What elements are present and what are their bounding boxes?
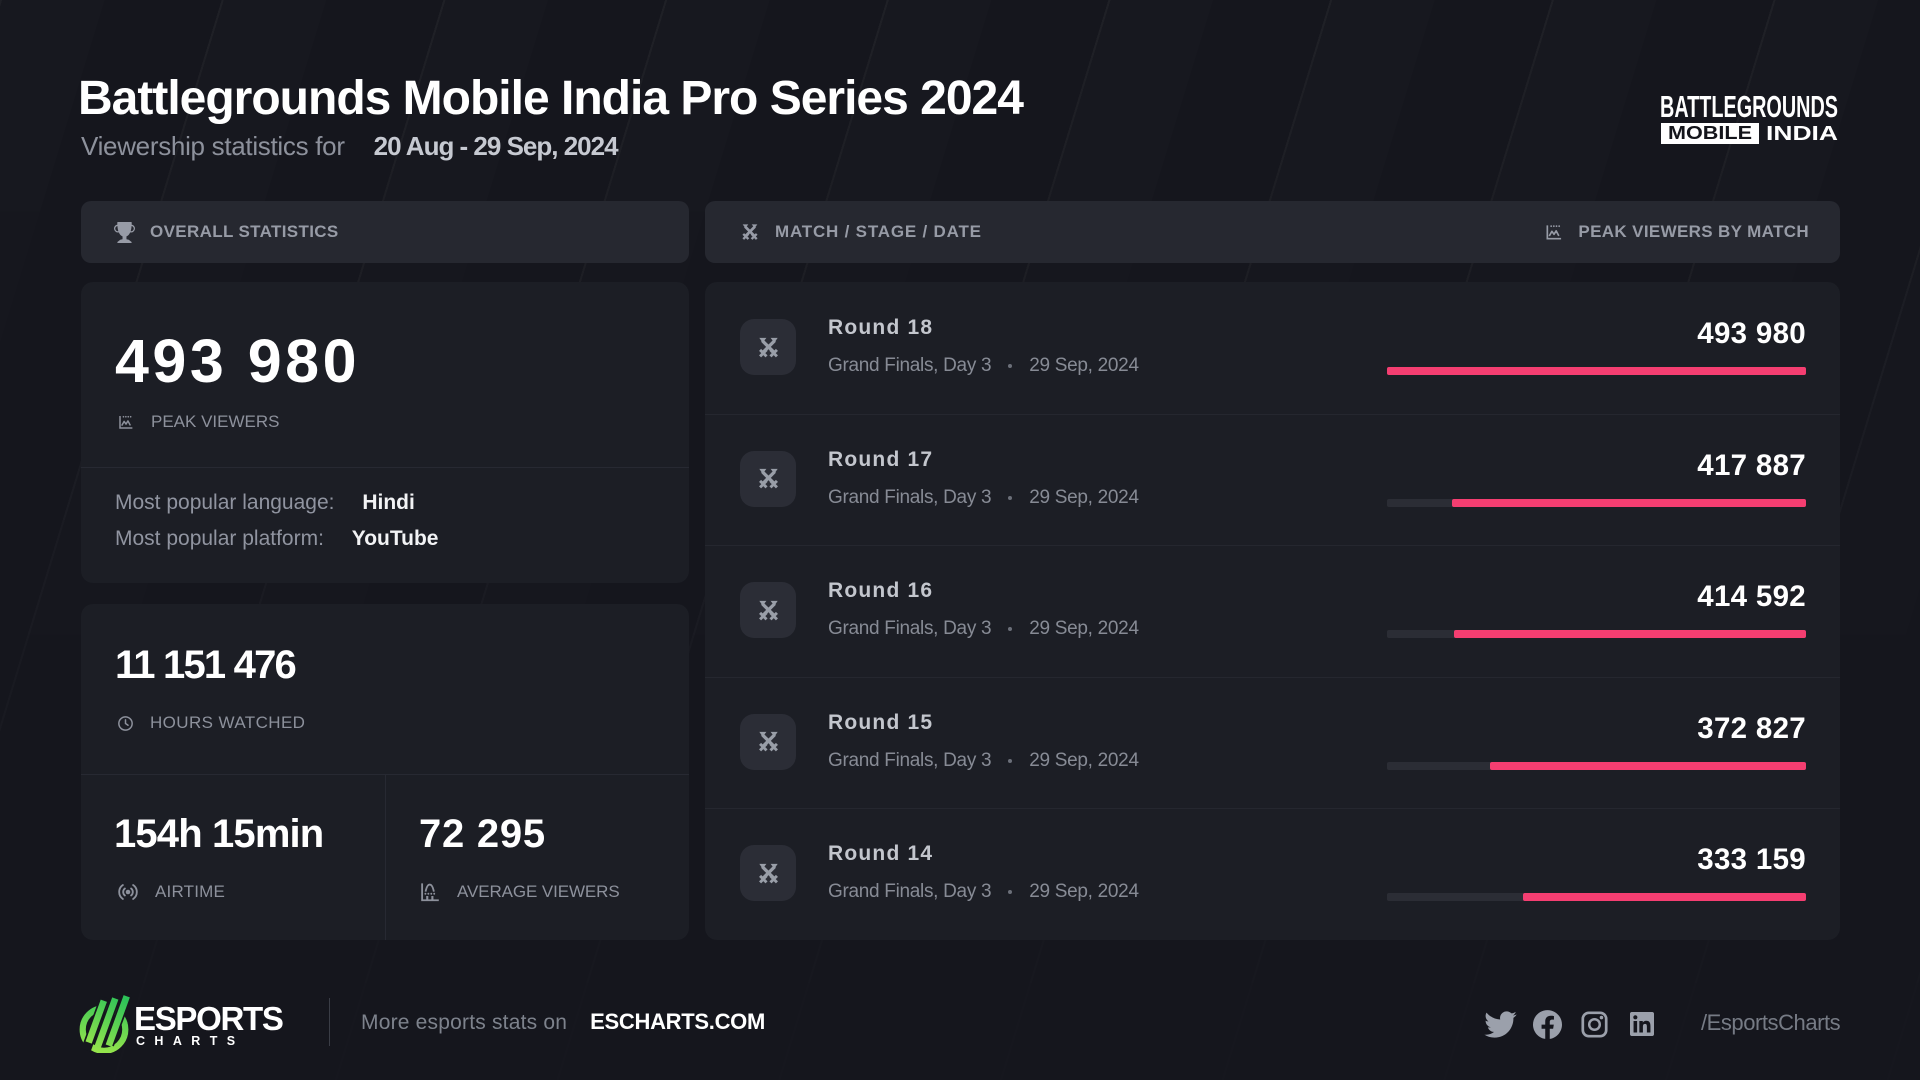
- svg-text:BATTLEGROUNDS: BATTLEGROUNDS: [1660, 90, 1838, 124]
- svg-text:INDIA: INDIA: [1766, 123, 1838, 145]
- svg-text:MOBILE: MOBILE: [1668, 122, 1752, 143]
